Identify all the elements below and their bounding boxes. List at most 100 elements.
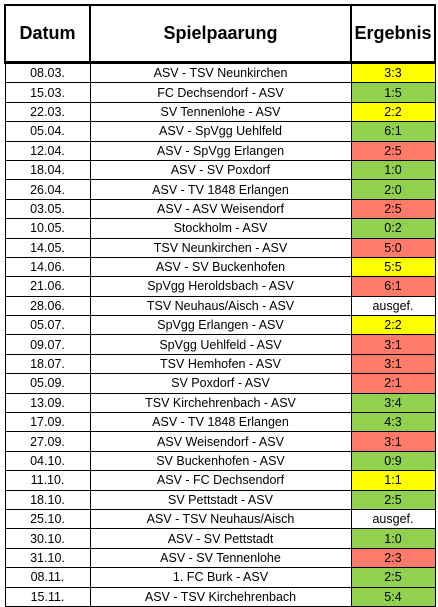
cell-date: 25.10. (4, 508, 91, 530)
table-row: 26.04. ASV - TV 1848 Erlangen 2:0 (4, 179, 436, 200)
table-row: 09.07. SpVgg Uehlfeld - ASV 3:1 (4, 334, 436, 355)
cell-match: ASV - TV 1848 Erlangen (89, 179, 352, 200)
table-row: 05.07. SpVgg Erlangen - ASV 2:2 (4, 315, 436, 336)
cell-match: ASV - FC Dechsendorf (89, 470, 352, 491)
table-header: Datum Spielpaarung Ergebnis (4, 4, 436, 64)
table-row: 11.10. ASV - FC Dechsendorf 1:1 (4, 470, 436, 491)
table-row: 31.10. ASV - SV Tennenlohe 2:3 (4, 547, 436, 569)
results-table: Datum Spielpaarung Ergebnis 08.03. ASV - … (4, 4, 436, 607)
cell-match: TSV Hemhofen - ASV (89, 353, 352, 375)
cell-result: 3:4 (350, 392, 436, 414)
cell-result: 2:5 (350, 140, 436, 161)
table-row: 25.10. ASV - TSV Neuhaus/Aisch ausgef. (4, 508, 436, 530)
cell-result: 1:0 (350, 159, 436, 181)
header-result: Ergebnis (350, 4, 436, 64)
cell-match: SpVgg Uehlfeld - ASV (89, 334, 352, 355)
cell-result: 5:0 (350, 237, 436, 258)
table-row: 28.06. TSV Neuhaus/Aisch - ASV ausgef. (4, 295, 436, 317)
cell-date: 11.10. (4, 470, 91, 491)
cell-date: 10.05. (4, 218, 91, 239)
cell-match: SV Poxdorf - ASV (89, 373, 352, 394)
cell-result: 2:5 (350, 567, 436, 588)
cell-date: 05.04. (4, 121, 91, 142)
cell-match: ASV - SV Pettstadt (89, 528, 352, 549)
cell-date: 08.03. (4, 61, 91, 84)
cell-date: 22.03. (4, 101, 91, 123)
cell-result: 5:5 (350, 256, 436, 278)
cell-date: 12.04. (4, 140, 91, 161)
cell-match: SV Tennenlohe - ASV (89, 101, 352, 123)
cell-result: 1:0 (350, 528, 436, 549)
cell-result: ausgef. (350, 295, 436, 317)
table-row: 27.09. ASV Weisendorf - ASV 3:1 (4, 431, 436, 452)
cell-match: TSV Kirchehrenbach - ASV (89, 392, 352, 414)
cell-date: 28.06. (4, 295, 91, 317)
table-row: 21.06. SpVgg Heroldsbach - ASV 6:1 (4, 276, 436, 297)
cell-result: 4:3 (350, 412, 436, 433)
cell-match: TSV Neuhaus/Aisch - ASV (89, 295, 352, 317)
cell-match: ASV - SV Tennenlohe (89, 547, 352, 569)
cell-result: 0:2 (350, 218, 436, 239)
cell-result: 6:1 (350, 276, 436, 297)
cell-result: 1:1 (350, 470, 436, 491)
cell-result: 2:1 (350, 373, 436, 394)
table-row: 05.09. SV Poxdorf - ASV 2:1 (4, 373, 436, 394)
cell-result: 2:0 (350, 179, 436, 200)
cell-result: 5:4 (350, 586, 436, 607)
table-row: 18.10. SV Pettstadt - ASV 2:5 (4, 489, 436, 510)
cell-result: 2:5 (350, 489, 436, 510)
cell-date: 03.05. (4, 198, 91, 220)
cell-match: ASV - SpVgg Erlangen (89, 140, 352, 161)
cell-date: 15.03. (4, 82, 91, 103)
cell-date: 14.05. (4, 237, 91, 258)
table-row: 14.05. TSV Neunkirchen - ASV 5:0 (4, 237, 436, 258)
table-row: 14.06. ASV - SV Buckenhofen 5:5 (4, 256, 436, 278)
cell-match: Stockholm - ASV (89, 218, 352, 239)
cell-date: 13.09. (4, 392, 91, 414)
table-row: 17.09. ASV - TV 1848 Erlangen 4:3 (4, 412, 436, 433)
cell-date: 05.07. (4, 315, 91, 336)
cell-date: 08.11. (4, 567, 91, 588)
cell-result: 3:1 (350, 353, 436, 375)
table-row: 15.03. FC Dechsendorf - ASV 1:5 (4, 82, 436, 103)
cell-date: 30.10. (4, 528, 91, 549)
cell-match: ASV - SV Poxdorf (89, 159, 352, 181)
cell-result: 3:1 (350, 334, 436, 355)
table-row: 18.07. TSV Hemhofen - ASV 3:1 (4, 353, 436, 375)
cell-match: FC Dechsendorf - ASV (89, 82, 352, 103)
cell-date: 18.07. (4, 353, 91, 375)
cell-result: 2:5 (350, 198, 436, 220)
cell-match: 1. FC Burk - ASV (89, 567, 352, 588)
cell-date: 18.04. (4, 159, 91, 181)
cell-result: 6:1 (350, 121, 436, 142)
cell-date: 31.10. (4, 547, 91, 569)
cell-match: SV Buckenhofen - ASV (89, 450, 352, 472)
table-row: 22.03. SV Tennenlohe - ASV 2:2 (4, 101, 436, 123)
cell-date: 18.10. (4, 489, 91, 510)
cell-match: ASV - SV Buckenhofen (89, 256, 352, 278)
cell-result: 3:1 (350, 431, 436, 452)
table-row: 10.05. Stockholm - ASV 0:2 (4, 218, 436, 239)
cell-result: 2:3 (350, 547, 436, 569)
cell-date: 09.07. (4, 334, 91, 355)
cell-match: ASV - ASV Weisendorf (89, 198, 352, 220)
table-row: 13.09. TSV Kirchehrenbach - ASV 3:4 (4, 392, 436, 414)
cell-result: ausgef. (350, 508, 436, 530)
cell-result: 3:3 (350, 61, 436, 84)
cell-match: ASV - TV 1848 Erlangen (89, 412, 352, 433)
table-row: 30.10. ASV - SV Pettstadt 1:0 (4, 528, 436, 549)
cell-date: 17.09. (4, 412, 91, 433)
table-row: 08.03. ASV - TSV Neunkirchen 3:3 (4, 61, 436, 84)
cell-match: ASV - TSV Neuhaus/Aisch (89, 508, 352, 530)
table-row: 12.04. ASV - SpVgg Erlangen 2:5 (4, 140, 436, 161)
cell-match: ASV - TSV Neunkirchen (89, 61, 352, 84)
cell-result: 0:9 (350, 450, 436, 472)
cell-date: 27.09. (4, 431, 91, 452)
cell-date: 04.10. (4, 450, 91, 472)
header-date: Datum (4, 4, 91, 64)
table-row: 08.11. 1. FC Burk - ASV 2:5 (4, 567, 436, 588)
table-row: 18.04. ASV - SV Poxdorf 1:0 (4, 159, 436, 181)
table-row: 15.11. ASV - TSV Kirchehrenbach 5:4 (4, 586, 436, 607)
cell-match: ASV - TSV Kirchehrenbach (89, 586, 352, 607)
cell-match: ASV - SpVgg Uehlfeld (89, 121, 352, 142)
